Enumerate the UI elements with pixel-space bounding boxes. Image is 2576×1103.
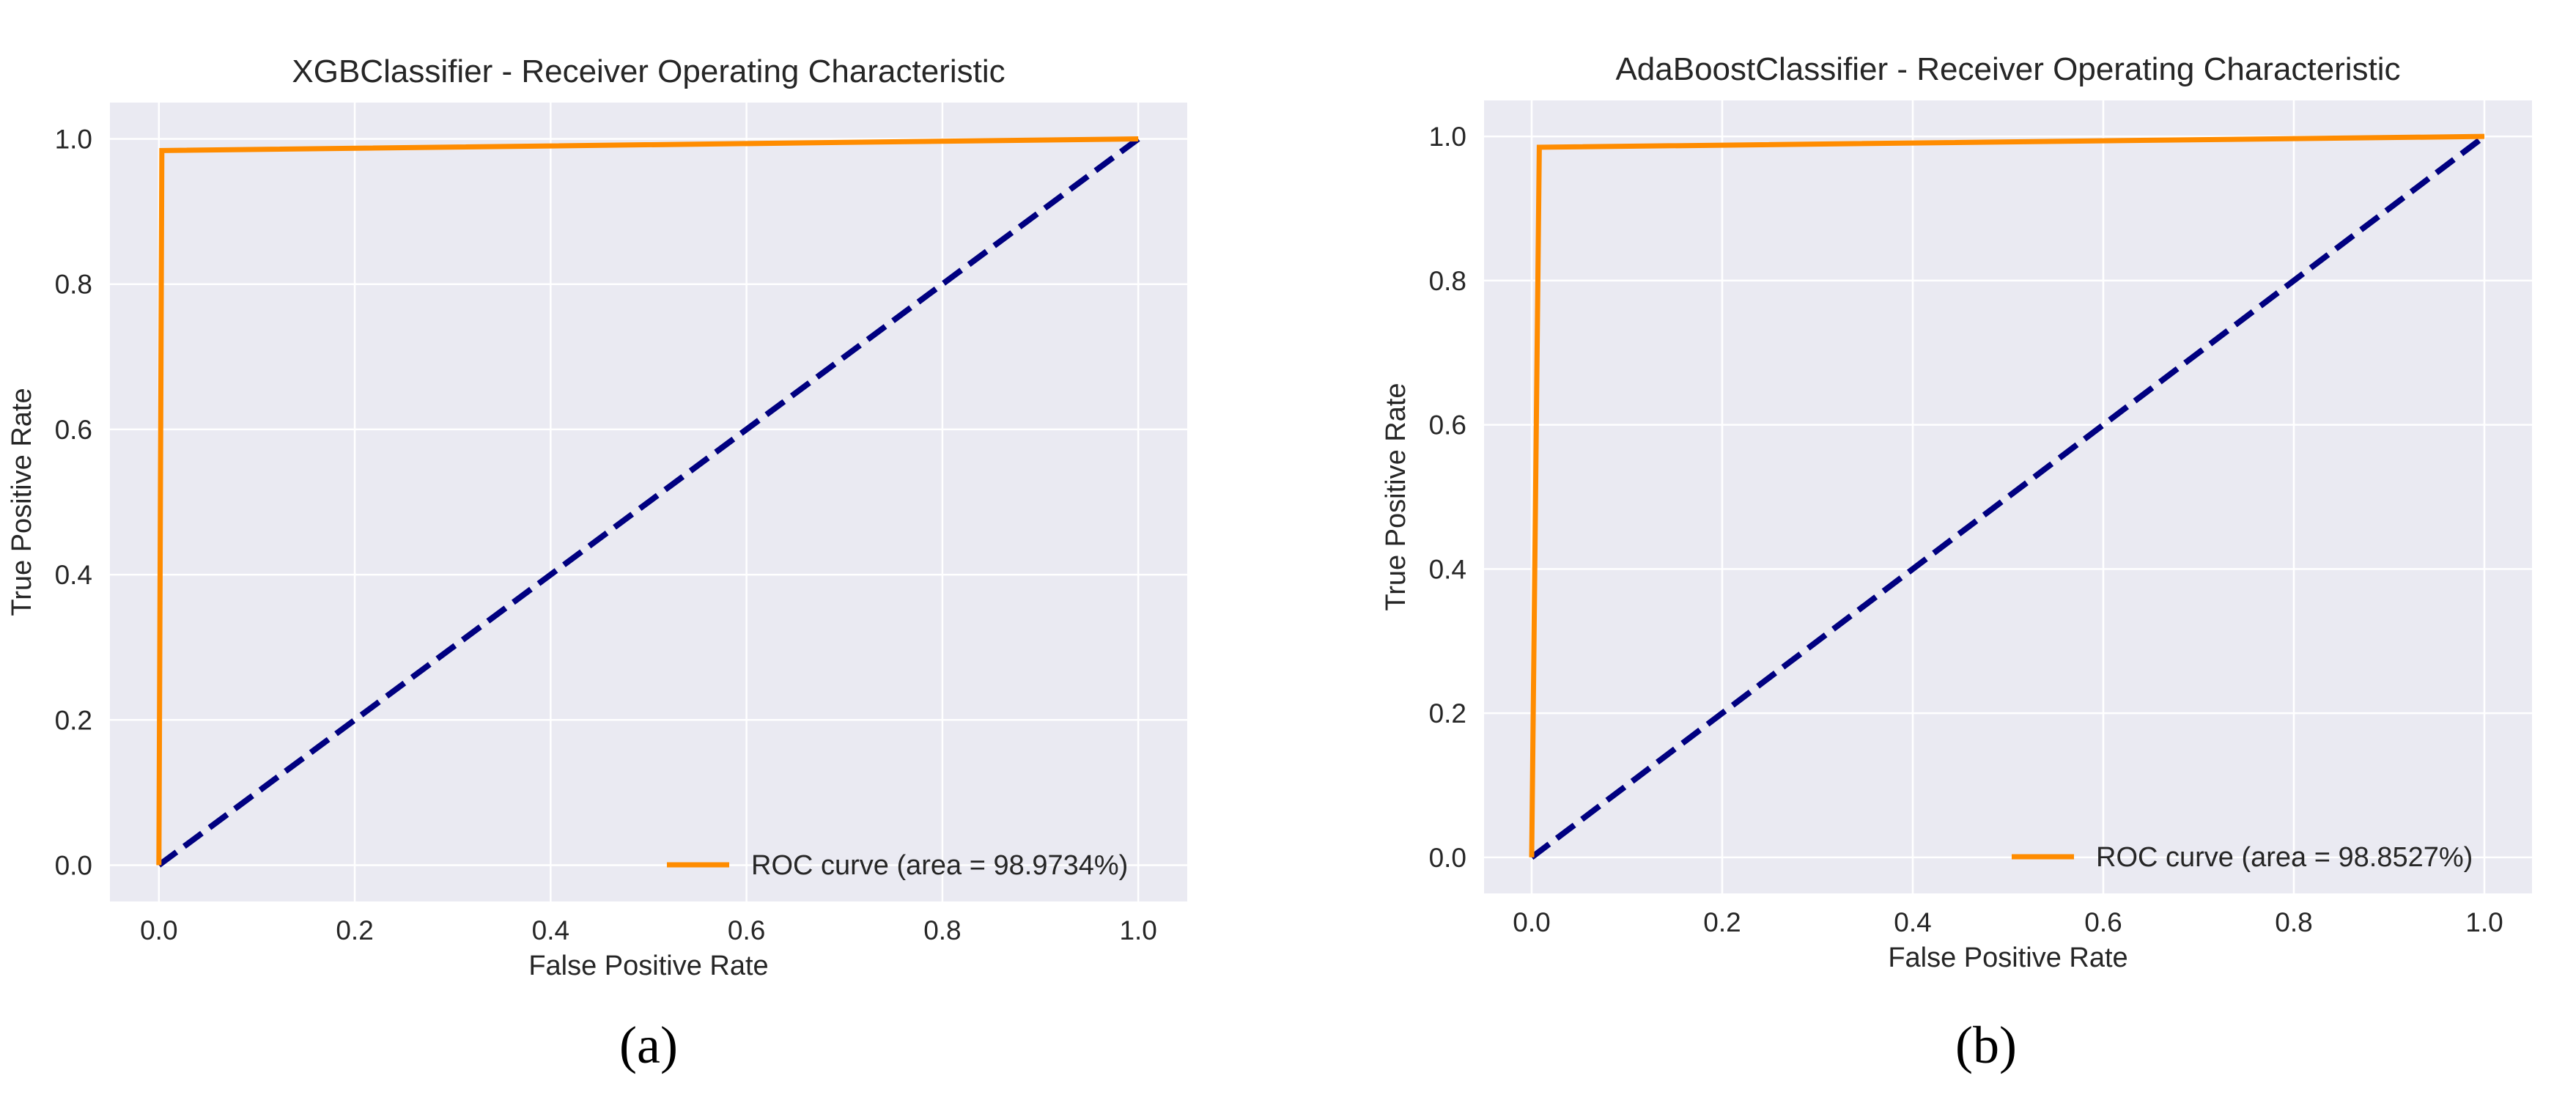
x-tick-label: 1.0: [1119, 915, 1156, 945]
x-tick-label: 1.0: [2465, 907, 2503, 937]
y-tick-label: 1.0: [1429, 122, 1466, 152]
x-axis-label: False Positive Rate: [528, 951, 768, 981]
x-tick-label: 0.4: [1894, 907, 1931, 937]
y-tick-label: 0.0: [55, 850, 92, 880]
chart-title: XGBClassifier - Receiver Operating Chara…: [292, 54, 1005, 89]
y-tick-label: 0.6: [1429, 410, 1466, 440]
y-tick-label: 0.2: [1429, 698, 1466, 728]
x-tick-label: 0.8: [923, 915, 961, 945]
chance-diagonal-line: [1529, 133, 2487, 860]
y-axis-label: True Positive Rate: [7, 388, 37, 616]
y-tick-label: 0.6: [55, 415, 92, 445]
roc-curve-line: [156, 136, 1139, 866]
x-tick-label: 0.0: [1513, 907, 1550, 937]
chart-title: AdaBoostClassifier - Receiver Operating …: [1615, 51, 2400, 87]
x-tick-label: 0.4: [532, 915, 569, 945]
x-tick-label: 0.2: [336, 915, 373, 945]
y-axis-label: True Positive Rate: [1381, 383, 1411, 610]
chance-diagonal-line: [157, 136, 1140, 868]
panel-label: (a): [619, 1016, 678, 1074]
x-tick-label: 0.8: [2275, 907, 2312, 937]
y-tick-label: 0.0: [1429, 843, 1466, 873]
x-tick-label: 0.6: [728, 915, 765, 945]
panel-label: (b): [1955, 1016, 2017, 1074]
x-tick-label: 0.2: [1703, 907, 1741, 937]
x-tick-label: 0.6: [2084, 907, 2122, 937]
x-axis-label: False Positive Rate: [1888, 942, 2127, 973]
chart-panel-a: 0.0 0.2 0.4 0.6 0.8 1.0 0.0 0.2 0.4 0.6 0.8 1.0 XGBC…: [7, 54, 1187, 1074]
y-tick-label: 1.0: [55, 125, 92, 155]
y-tick-label: 0.4: [55, 560, 92, 590]
chart-panel-b: 0.0 0.2 0.4 0.6 0.8 1.0 0.0 0.2 0.4 0.6 0.8 1.0 AdaB…: [1381, 51, 2532, 1074]
roc-curve-line: [1529, 133, 2485, 857]
y-tick-label: 0.4: [1429, 554, 1466, 584]
legend-label: ROC curve (area = 98.9734%): [751, 850, 1128, 881]
y-tick-label: 0.8: [55, 270, 92, 300]
legend-label: ROC curve (area = 98.8527%): [2096, 842, 2473, 873]
x-tick-label: 0.0: [140, 915, 177, 945]
y-tick-label: 0.2: [55, 705, 92, 735]
y-tick-label: 0.8: [1429, 266, 1466, 296]
